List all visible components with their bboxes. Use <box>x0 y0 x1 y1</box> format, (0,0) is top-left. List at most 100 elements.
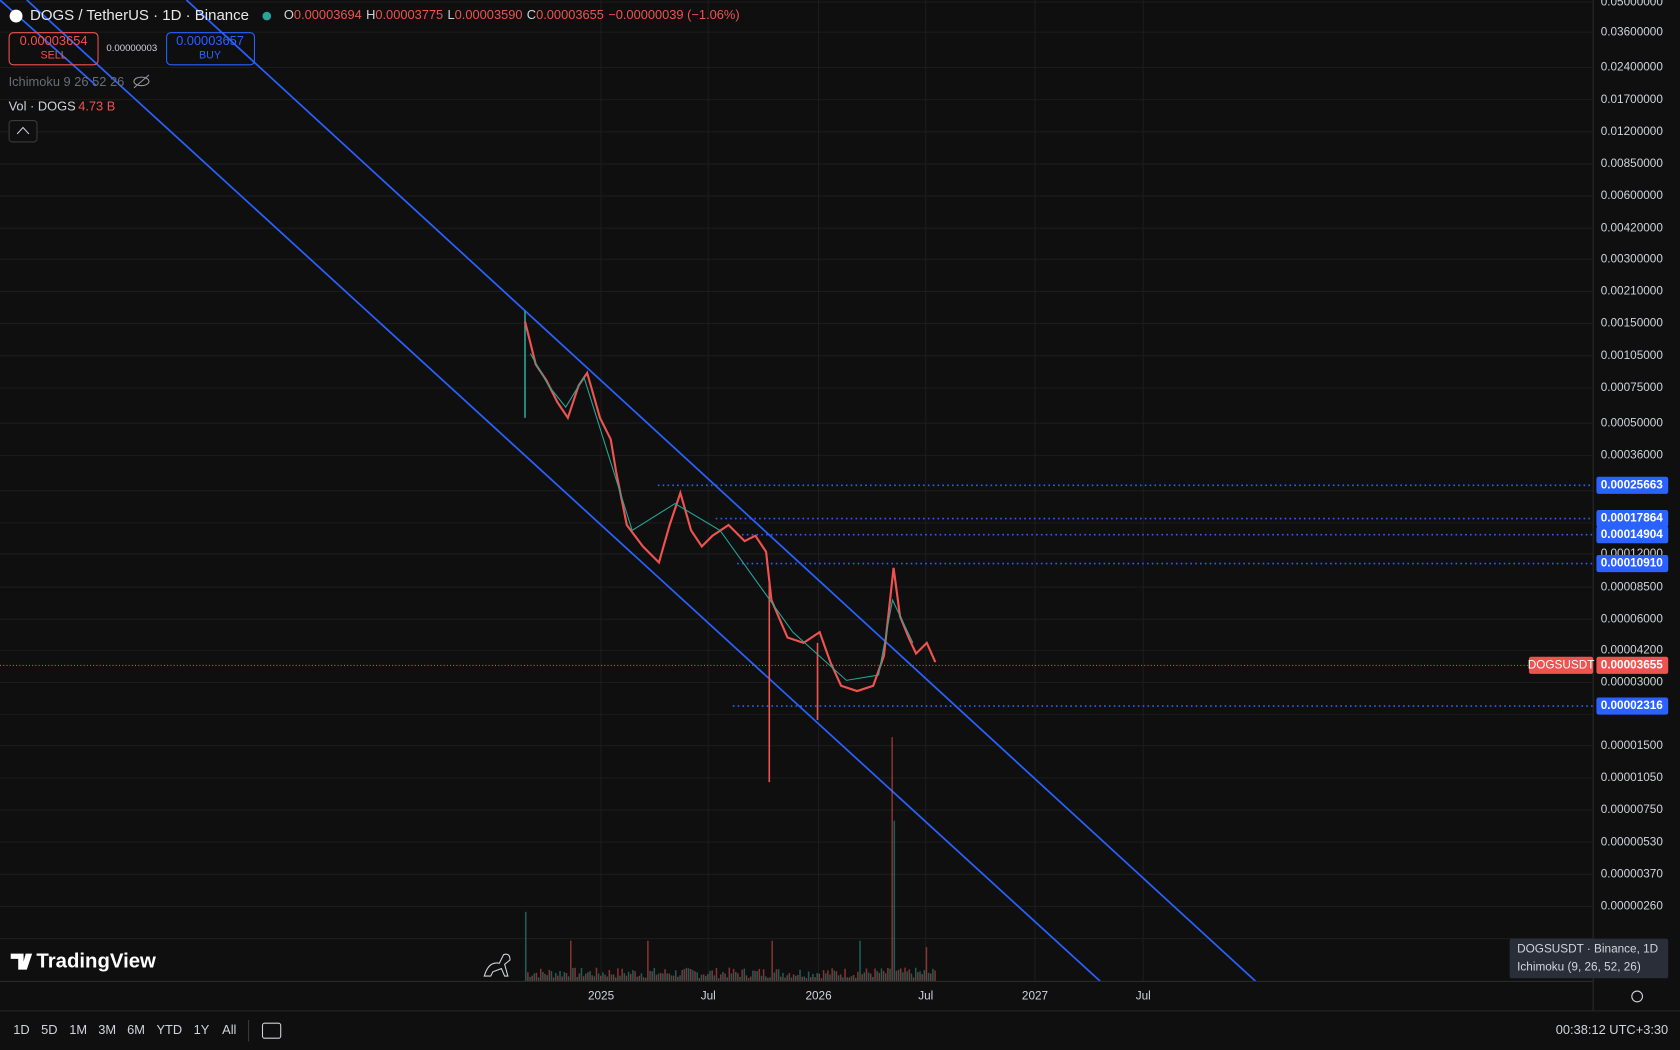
volume-bar <box>555 972 557 982</box>
range-button[interactable]: 1Y <box>194 1022 210 1037</box>
channel-lower[interactable] <box>26 0 1101 983</box>
grid <box>0 0 1594 982</box>
ichimoku-legend[interactable]: Ichimoku 9 26 52 26 <box>9 74 125 89</box>
volume-bar <box>925 947 928 982</box>
price-label: 0.03600000 <box>1601 25 1664 38</box>
volume-bar <box>760 975 763 982</box>
date-range-icon[interactable] <box>261 1022 282 1039</box>
volume-bar <box>552 977 555 982</box>
range-button[interactable]: 5D <box>41 1022 57 1037</box>
volume-bar <box>750 976 752 982</box>
volume-legend[interactable]: Vol · DOGS <box>9 99 76 114</box>
label: L <box>448 7 455 22</box>
sell-button[interactable] <box>8 32 99 66</box>
volume-bar <box>867 972 870 982</box>
ohlc: O0.00003694 H0.00003775 L0.00003590 C0.0000… <box>284 7 740 22</box>
volume-bar <box>934 970 936 982</box>
volume-bar <box>623 973 626 982</box>
volume-bar <box>540 968 542 982</box>
volume-bar <box>527 972 529 982</box>
volume-bar <box>608 969 611 982</box>
volume-bar <box>859 940 861 982</box>
volume-bar <box>818 973 821 982</box>
price-label: 0.00000530 <box>1601 835 1664 848</box>
price-level-label: 0.00014904 <box>1601 528 1664 541</box>
volume-bar <box>694 971 696 982</box>
price-label: 0.00001500 <box>1601 739 1664 752</box>
volume-bar <box>807 971 810 982</box>
range-button[interactable]: 1D <box>13 1022 29 1037</box>
price-label: 0.01700000 <box>1601 93 1664 106</box>
price-label: 0.00150000 <box>1601 317 1664 330</box>
price-label: 0.00300000 <box>1601 252 1664 265</box>
volume-bar <box>664 969 666 982</box>
volume-bar <box>677 976 679 982</box>
volume-bar <box>621 968 623 982</box>
volume-bars <box>525 737 936 982</box>
volume-bar <box>685 967 688 982</box>
price-level-label: 0.00025663 <box>1601 478 1664 491</box>
price-label: 0.00850000 <box>1601 157 1664 170</box>
volume-bar <box>640 973 643 982</box>
volume-bar <box>801 976 803 982</box>
channel-upper[interactable] <box>185 0 1257 983</box>
volume-bar <box>820 978 823 982</box>
tooltip-line: DOGSUSDT · Binance, 1D <box>1517 942 1658 955</box>
volume-bar <box>810 977 812 982</box>
volume-bar <box>927 972 930 982</box>
time-label: Jul <box>918 990 933 1003</box>
symbol-title[interactable]: DOGS / TetherUS · 1D · Binance <box>30 7 249 24</box>
buy-button[interactable] <box>166 32 255 66</box>
range-button[interactable]: YTD <box>156 1022 182 1037</box>
volume-bar <box>897 969 900 982</box>
price-level-label: 0.00002316 <box>1601 699 1664 712</box>
price-level-tag <box>1596 510 1669 528</box>
clock[interactable]: 00:38:12 UTC+3:30 <box>1556 1022 1668 1037</box>
logo[interactable]: TradingView <box>36 951 156 973</box>
price-label: 0.00420000 <box>1601 221 1664 234</box>
volume-bar <box>647 940 649 982</box>
volume-bar <box>681 970 683 982</box>
replay-icon[interactable] <box>483 953 511 977</box>
volume-bar <box>544 973 546 982</box>
visibility-icon[interactable] <box>133 76 150 87</box>
price-label: 0.01200000 <box>1601 125 1664 138</box>
volume-bar <box>880 968 883 982</box>
collapse-button[interactable] <box>8 120 38 143</box>
volume-bar <box>707 973 709 982</box>
volume-bar <box>765 976 767 982</box>
price-level-label: 0.00010910 <box>1601 557 1664 570</box>
volume-bar <box>799 969 801 982</box>
volume-bar <box>692 970 694 982</box>
price-label: 0.00105000 <box>1601 349 1664 362</box>
low: 0.00003590 <box>455 7 523 22</box>
volume-bar <box>627 971 630 982</box>
volume-bar <box>795 975 797 982</box>
volume-bar <box>837 975 840 982</box>
volume-bar <box>805 978 808 982</box>
volume-bar <box>919 971 921 982</box>
volume-bar <box>700 974 703 982</box>
volume-bar <box>825 973 827 982</box>
volume-value: 4.73 B <box>78 99 115 114</box>
volume-bar <box>632 970 634 982</box>
volume-bar <box>780 976 782 982</box>
volume-bar <box>557 975 559 982</box>
volume-bar <box>662 973 664 982</box>
range-button[interactable]: 1M <box>69 1022 87 1037</box>
price-label: 0.00003000 <box>1601 676 1664 689</box>
volume-bar <box>702 974 705 982</box>
volume-bar <box>930 973 932 982</box>
settings-icon[interactable] <box>1631 990 1644 1003</box>
price-label: 0.00600000 <box>1601 189 1664 202</box>
volume-bar <box>574 967 576 982</box>
range-button[interactable]: All <box>222 1022 236 1037</box>
volume-bar <box>756 971 758 982</box>
volume-bar <box>634 971 636 982</box>
volume-bar <box>790 977 793 982</box>
volume-bar <box>580 967 583 982</box>
price-path-up <box>529 353 914 681</box>
range-button[interactable]: 3M <box>98 1022 116 1037</box>
volume-bar <box>775 969 778 982</box>
range-button[interactable]: 6M <box>127 1022 145 1037</box>
